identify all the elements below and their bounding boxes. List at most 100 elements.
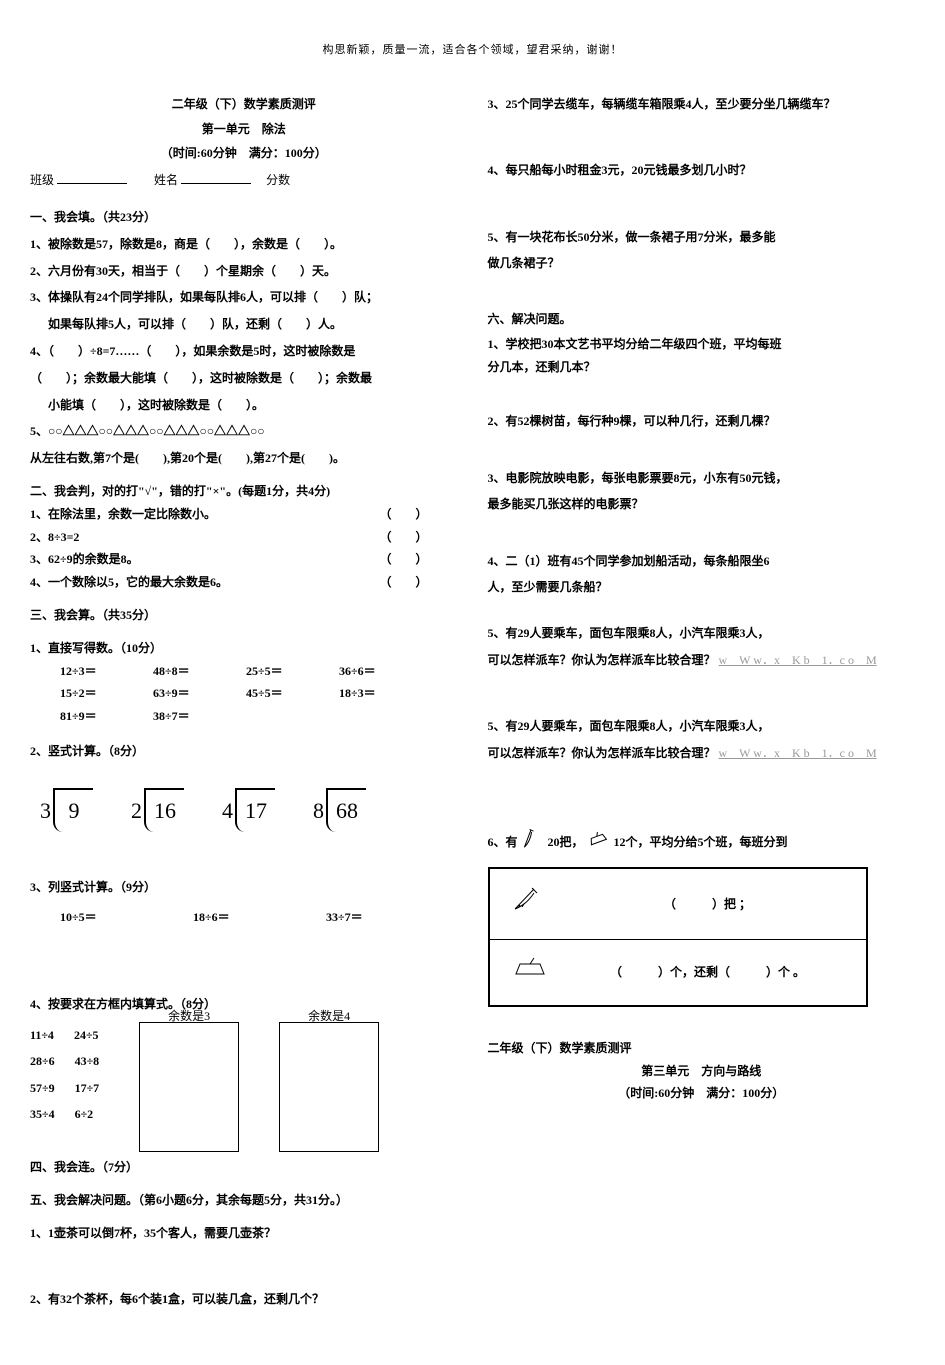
s6-q5-dup: 5、有29人要乘车，面包车限乘8人，小汽车限乘3人， 可以怎样派车？你认为怎样派… bbox=[488, 713, 916, 766]
section-1-head: 一、我会填。（共23分） bbox=[30, 206, 458, 229]
vert-3: 33÷7＝ bbox=[326, 906, 416, 929]
pair-2b: 43÷8 bbox=[75, 1048, 100, 1074]
s6-q5a: 5、有29人要乘车，面包车限乘8人，小汽车限乘3人， bbox=[488, 620, 916, 646]
dividend-3: 17 bbox=[235, 788, 275, 832]
s6-q3: 3、电影院放映电影，每张电影票要8元，小东有50元钱， 最多能买几张这样的电影票… bbox=[488, 465, 916, 518]
s2-q3-text: 3、62÷9的余数是8。 bbox=[30, 548, 139, 571]
box-row: 11÷424÷5 28÷643÷8 57÷917÷7 35÷46÷2 余数是3 … bbox=[30, 1022, 458, 1152]
student-info-line: 班级 姓名 分数 bbox=[30, 169, 458, 192]
q6-mid1: 20把， bbox=[548, 835, 584, 849]
calc-r2c4: 18÷3＝ bbox=[339, 682, 429, 705]
s6-q4: 4、二（1）班有45个同学参加划船活动，每条船限坐6 人，至少需要几条船？ bbox=[488, 548, 916, 601]
section-4-head: 四、我会连。（7分） bbox=[30, 1156, 458, 1179]
s3-3-row: 10÷5＝ 18÷6＝ 33÷7＝ bbox=[60, 906, 458, 929]
divisor-3: 4 bbox=[222, 790, 235, 832]
answer-box-1: 余数是3 bbox=[139, 1022, 239, 1152]
divisor-4: 8 bbox=[313, 790, 326, 832]
s6-q1a: 1、学校把30本文艺书平均分给二年级四个班，平均每班 bbox=[488, 333, 916, 356]
longdiv-1: 3 9 bbox=[40, 788, 93, 832]
s6-q3b: 最多能买几张这样的电影票？ bbox=[488, 491, 916, 517]
two-column-layout: 二年级（下）数学素质测评 第一单元 除法 （时间:60分钟 满分：100分） 班… bbox=[30, 91, 915, 1311]
s6-q4a: 4、二（1）班有45个同学参加划船活动，每条船限坐6 bbox=[488, 548, 916, 574]
q6-row2: （ ）个，还剩（ ）个 。 bbox=[490, 940, 866, 1005]
calc-r2c2: 63÷9＝ bbox=[153, 682, 243, 705]
r-q5b: 做几条裙子？ bbox=[488, 250, 916, 276]
s6-q5b: 可以怎样派车？你认为怎样派车比较合理？ bbox=[488, 653, 716, 667]
s6-q5b2: 可以怎样派车？你认为怎样派车比较合理？ bbox=[488, 746, 716, 760]
dustpan-icon-2 bbox=[500, 954, 560, 991]
dividend-2: 16 bbox=[144, 788, 184, 832]
left-column: 二年级（下）数学素质测评 第一单元 除法 （时间:60分钟 满分：100分） 班… bbox=[30, 91, 458, 1311]
pair-3a: 57÷9 bbox=[30, 1075, 55, 1101]
paren-4: （ ） bbox=[379, 571, 427, 594]
pair-4a: 35÷4 bbox=[30, 1101, 55, 1127]
s1-q4a: 4、（ ）÷8=7……（ ），如果余数是5时，这时被除数是 bbox=[30, 340, 458, 363]
broom-icon-2 bbox=[500, 883, 560, 924]
s3-2-head: 2、竖式计算。（8分） bbox=[30, 740, 458, 763]
s2-q3: 3、62÷9的余数是8。 （ ） bbox=[30, 548, 458, 571]
answer-box-2: 余数是4 bbox=[279, 1022, 379, 1152]
longdiv-3: 4 17 bbox=[222, 788, 275, 832]
label-name: 姓名 bbox=[154, 173, 178, 187]
title-line-3: （时间:60分钟 满分：100分） bbox=[30, 142, 458, 165]
pair-1b: 24÷5 bbox=[74, 1022, 99, 1048]
s2-q1: 1、在除法里，余数一定比除数小。（ ） bbox=[30, 503, 458, 526]
r-q3: 3、25个同学去缆车，每辆缆车箱限乘4人，至少要分坐几辆缆车？ bbox=[488, 91, 916, 117]
label-score: 分数 bbox=[266, 173, 290, 187]
divisor-2: 2 bbox=[131, 790, 144, 832]
s3-1-row3: 81÷9＝ 38÷7＝ bbox=[60, 705, 458, 728]
s6-q5: 5、有29人要乘车，面包车限乘8人，小汽车限乘3人， 可以怎样派车？你认为怎样派… bbox=[488, 620, 916, 673]
s1-q3a: 3、体操队有24个同学排队，如果每队排6人，可以排（ ）队； bbox=[30, 286, 458, 309]
calc-r1c4: 36÷6＝ bbox=[339, 660, 429, 683]
s1-q3b: 如果每队排5人，可以排（ ）队，还剩（ ）人。 bbox=[48, 313, 458, 336]
label-class: 班级 bbox=[30, 173, 54, 187]
s2-q4: 4、一个数除以5，它的最大余数是6。 （ ） bbox=[30, 571, 458, 594]
longdiv-2: 2 16 bbox=[131, 788, 184, 832]
pair-3b: 17÷7 bbox=[75, 1075, 100, 1101]
q6-table: （ ）把 ； （ ）个，还剩（ ）个 。 bbox=[488, 867, 868, 1006]
section-6-head: 六、解决问题。 bbox=[488, 306, 916, 332]
q6-row1-text: （ ）把 ； bbox=[560, 893, 856, 916]
s3-1-row2: 15÷2＝ 63÷9＝ 45÷5＝ 18÷3＝ bbox=[60, 682, 458, 705]
calc-r3c1: 81÷9＝ bbox=[60, 705, 150, 728]
s6-q5b-line: 可以怎样派车？你认为怎样派车比较合理？ w W w．x K b 1．c o M bbox=[488, 647, 916, 673]
r-q5: 5、有一块花布长50分米，做一条裙子用7分米，最多能 做几条裙子？ bbox=[488, 224, 916, 277]
vert-2: 18÷6＝ bbox=[193, 906, 323, 929]
s6-q5c2-link: w W w．x K b 1．c o M bbox=[719, 746, 877, 760]
s5-q1: 1、1壶茶可以倒7杯，35个客人，需要几壶茶？ bbox=[30, 1222, 458, 1245]
s3-1-head: 1、直接写得数。（10分） bbox=[30, 637, 458, 660]
title-line-1: 二年级（下）数学素质测评 bbox=[30, 93, 458, 116]
box-label-1: 余数是3 bbox=[140, 1005, 238, 1028]
section-5-head: 五、我会解决问题。（第6小题6分，其余每题5分，共31分。） bbox=[30, 1189, 458, 1212]
s3-1-row1: 12÷3＝ 48÷8＝ 25÷5＝ 36÷6＝ bbox=[60, 660, 458, 683]
s1-q5a: 5、○○△△△○○△△△○○△△△○○△△△○○ bbox=[30, 420, 458, 443]
paren-3: （ ） bbox=[379, 548, 427, 571]
title-line-2: 第一单元 除法 bbox=[30, 118, 458, 141]
s2-q1-text: 1、在除法里，余数一定比除数小。 bbox=[30, 503, 216, 526]
q6-block: 6、有 20把， 12个，平均分给5个班，每班分到 （ ）把 ； bbox=[488, 826, 916, 1007]
footer1: 二年级（下）数学素质测评 bbox=[488, 1037, 916, 1060]
longdiv-4: 8 68 bbox=[313, 788, 366, 832]
blank-class bbox=[57, 170, 127, 184]
q6-head-line: 6、有 20把， 12个，平均分给5个班，每班分到 bbox=[488, 826, 916, 857]
s2-q4-text: 4、一个数除以5，它的最大余数是6。 bbox=[30, 571, 228, 594]
s1-q1: 1、被除数是57，除数是8，商是（ ），余数是（ ）。 bbox=[30, 233, 458, 256]
s1-q2: 2、六月份有30天，相当于（ ）个星期余（ ）天。 bbox=[30, 260, 458, 283]
box-label-2: 余数是4 bbox=[280, 1005, 378, 1028]
s6-q5c-link: w W w．x K b 1．c o M bbox=[719, 653, 877, 667]
s2-q2: 2、8÷3=2（ ） bbox=[30, 526, 458, 549]
s6-q1b: 分几本，还剩几本？ bbox=[488, 356, 916, 379]
calc-r2c1: 15÷2＝ bbox=[60, 682, 150, 705]
s6-q5b2-line: 可以怎样派车？你认为怎样派车比较合理？ w W w．x K b 1．c o M bbox=[488, 740, 916, 766]
q6-mid2: 12个，平均分给5个班，每班分到 bbox=[614, 835, 788, 849]
r-q5a: 5、有一块花布长50分米，做一条裙子用7分米，最多能 bbox=[488, 224, 916, 250]
dividend-1: 9 bbox=[53, 788, 93, 832]
broom-icon bbox=[516, 823, 549, 861]
q6-row2-text: （ ）个，还剩（ ）个 。 bbox=[560, 961, 856, 984]
section-2-head: 二、我会判，对的打"√"，错的打"×"。(每题1分，共4分) bbox=[30, 480, 458, 503]
s6-q5a2: 5、有29人要乘车，面包车限乘8人，小汽车限乘3人， bbox=[488, 713, 916, 739]
q6-head: 6、有 bbox=[488, 835, 518, 849]
paren-2: （ ） bbox=[379, 526, 427, 549]
right-column: 3、25个同学去缆车，每辆缆车箱限乘4人，至少要分坐几辆缆车？ 4、每只船每小时… bbox=[488, 91, 916, 1311]
pair-list: 11÷424÷5 28÷643÷8 57÷917÷7 35÷46÷2 bbox=[30, 1022, 99, 1152]
